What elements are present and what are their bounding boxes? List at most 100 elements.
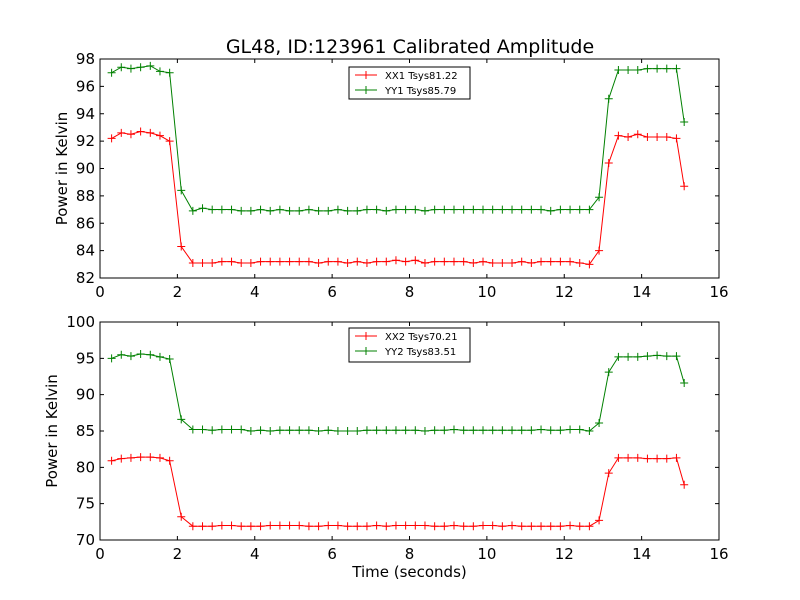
x-axis-label: Time (seconds)	[351, 563, 467, 581]
data-point-marker	[165, 68, 174, 77]
data-point-marker	[585, 427, 594, 435]
data-point-marker	[517, 426, 526, 435]
data-point-marker	[107, 354, 116, 363]
data-point-marker	[275, 257, 284, 266]
y-tick-label: 92	[76, 132, 95, 150]
data-point-marker	[246, 206, 255, 215]
data-point-marker	[217, 521, 226, 530]
data-point-marker	[411, 521, 420, 530]
data-point-marker	[146, 61, 155, 70]
data-point-marker	[662, 64, 671, 73]
data-point-marker	[136, 349, 145, 358]
data-point-marker	[479, 426, 488, 435]
data-point-marker	[353, 257, 362, 266]
data-point-marker	[653, 454, 662, 463]
legend-label: YY2 Tsys83.51	[384, 347, 456, 358]
data-point-marker	[285, 206, 294, 215]
data-point-marker	[136, 453, 145, 462]
x-tick-label: 8	[405, 283, 415, 301]
data-point-marker	[256, 426, 265, 435]
data-point-marker	[126, 64, 135, 73]
data-point-marker	[624, 453, 633, 462]
data-point-marker	[680, 182, 689, 191]
data-point-marker	[595, 246, 604, 255]
y-tick-label: 90	[76, 160, 95, 178]
data-point-marker	[585, 522, 594, 531]
data-point-marker	[401, 426, 410, 435]
data-point-marker	[314, 258, 323, 267]
data-point-marker	[217, 425, 226, 434]
data-point-marker	[295, 521, 304, 530]
data-point-marker	[624, 352, 633, 361]
data-point-marker	[556, 426, 565, 435]
data-point-marker	[285, 521, 294, 530]
legend-label: XX1 Tsys81.22	[385, 71, 458, 82]
data-point-marker	[498, 522, 507, 531]
data-point-marker	[266, 427, 275, 435]
x-tick-label: 0	[95, 545, 105, 563]
data-point-marker	[411, 205, 420, 214]
data-point-marker	[188, 258, 197, 267]
data-point-marker	[469, 522, 478, 531]
data-point-marker	[527, 258, 536, 267]
data-point-marker	[449, 521, 458, 530]
top-panel: 0 2 4 6 8 10 12 14 16 82 84 86 88 90 92 94 96 98 Power in …	[53, 50, 729, 301]
x-tick-label: 14	[632, 545, 651, 563]
data-point-marker	[285, 426, 294, 435]
data-point-marker	[107, 134, 116, 143]
data-point-marker	[401, 205, 410, 214]
data-point-marker	[556, 522, 565, 531]
data-point-marker	[575, 522, 584, 531]
data-point-marker	[556, 205, 565, 214]
data-point-marker	[653, 133, 662, 142]
data-point-marker	[237, 522, 246, 531]
data-point-marker	[449, 425, 458, 434]
data-point-marker	[275, 205, 284, 214]
data-point-marker	[198, 204, 207, 213]
data-point-marker	[430, 522, 439, 531]
data-point-marker	[420, 206, 429, 215]
data-point-marker	[295, 426, 304, 435]
data-point-marker	[508, 426, 517, 435]
y-tick-label: 98	[76, 50, 95, 68]
data-point-marker	[440, 426, 449, 435]
y-tick-label: 85	[76, 422, 95, 440]
data-point-marker	[117, 454, 126, 463]
data-point-marker	[614, 65, 623, 74]
data-point-marker	[275, 426, 284, 435]
data-point-marker	[585, 205, 594, 214]
data-point-marker	[680, 480, 689, 489]
data-point-marker	[604, 368, 613, 377]
data-point-marker	[155, 453, 164, 462]
x-tick-label: 6	[327, 283, 337, 301]
legend-box	[348, 66, 471, 100]
data-point-marker	[227, 425, 236, 434]
data-point-marker	[198, 258, 207, 267]
data-point-marker	[155, 352, 164, 361]
x-tick-label: 12	[555, 283, 574, 301]
data-point-marker	[624, 133, 633, 142]
data-point-marker	[208, 522, 217, 531]
data-point-marker	[575, 425, 584, 434]
data-point-marker	[546, 257, 555, 266]
data-point-marker	[353, 206, 362, 215]
data-point-marker	[420, 521, 429, 530]
x-tick-label: 12	[555, 545, 574, 563]
x-tick-label: 2	[173, 283, 183, 301]
data-point-marker	[546, 426, 555, 435]
y-tick-label: 95	[76, 349, 95, 367]
data-point-marker	[391, 521, 400, 530]
data-point-marker	[459, 257, 468, 266]
data-point-marker	[662, 454, 671, 463]
data-point-marker	[604, 159, 613, 168]
data-point-marker	[537, 522, 546, 531]
data-point-marker	[546, 206, 555, 215]
data-point-marker	[107, 68, 116, 77]
x-tick-label: 0	[95, 283, 105, 301]
data-point-marker	[217, 205, 226, 214]
data-point-marker	[177, 415, 186, 424]
data-point-marker	[126, 130, 135, 139]
data-point-marker	[498, 258, 507, 267]
y-axis-label: Power in Kelvin	[43, 374, 61, 488]
legend-marker	[362, 347, 370, 355]
